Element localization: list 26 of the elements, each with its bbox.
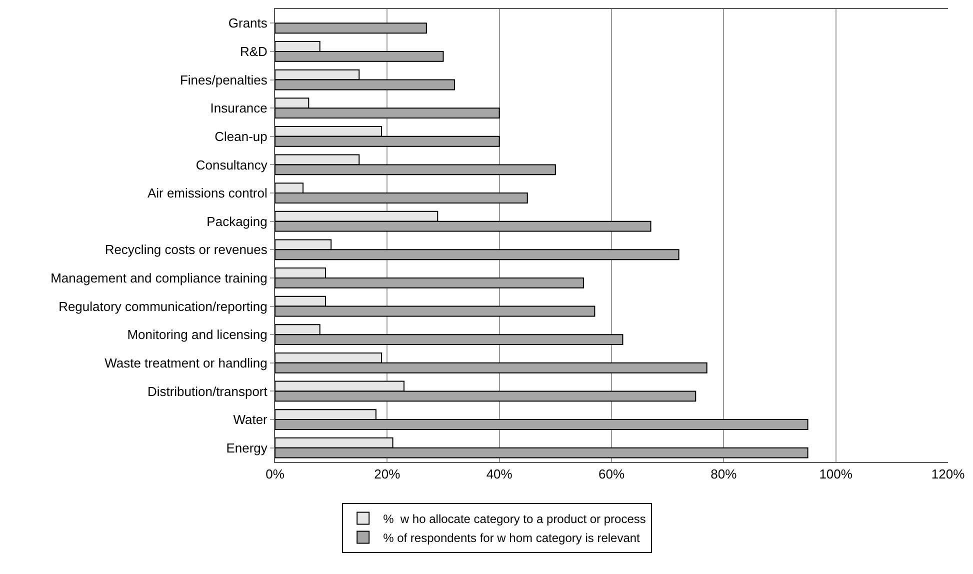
y-tick-label: Insurance — [210, 100, 268, 116]
y-tick-label: Management and compliance training — [50, 270, 268, 286]
y-tick-label: Recycling costs or revenues — [104, 242, 268, 258]
y-tick-label: Clean-up — [214, 128, 268, 144]
y-tick-label: Consultancy — [196, 157, 268, 172]
y-tick-label: Water — [233, 412, 268, 428]
y-tick-label: Waste treatment or handling — [104, 355, 268, 370]
x-tick-label: 80% — [710, 466, 738, 482]
y-tick-label: Grants — [228, 16, 268, 31]
y-tick-label: Energy — [226, 440, 268, 456]
x-tick-label: 60% — [598, 466, 625, 482]
legend-label: % w ho allocate category to a product or process — [383, 512, 646, 526]
y-tick-label: Regulatory communication/reporting — [58, 298, 268, 314]
x-tick-label: 0% — [266, 466, 285, 482]
x-tick-label: 120% — [931, 466, 966, 482]
x-tick-label: 40% — [486, 466, 513, 482]
x-tick-label: 100% — [819, 466, 853, 482]
y-tick-label: Monitoring and licensing — [127, 327, 268, 342]
x-tick-label: 20% — [374, 466, 401, 482]
y-tick-label: Fines/penalties — [180, 72, 268, 88]
legend-label: % of respondents for w hom category is relevant — [383, 530, 641, 545]
y-tick-label: Distribution/transport — [147, 384, 268, 399]
bar — [275, 22, 427, 34]
y-tick-label: Air emissions control — [147, 186, 268, 201]
y-tick-label: R&D — [240, 44, 268, 60]
y-tick-label: Packaging — [206, 214, 268, 229]
